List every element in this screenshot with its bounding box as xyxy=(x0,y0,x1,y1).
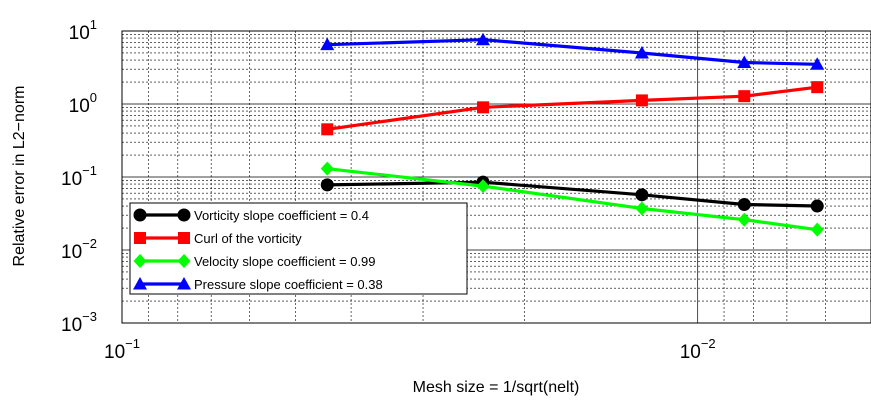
y-tick-base: 10 xyxy=(69,96,90,117)
series-3-point xyxy=(476,179,490,194)
legend-marker xyxy=(177,277,191,290)
y-tick-label: 10−3 xyxy=(61,309,97,336)
legend-label: Vorticity slope coefficient = 0.4 xyxy=(194,208,369,223)
y-tick-base: 10 xyxy=(61,242,82,263)
legend-label: Curl of the vorticity xyxy=(194,231,302,246)
series-3-point xyxy=(635,201,649,216)
y-tick-base: 10 xyxy=(61,315,82,336)
series-4-point xyxy=(737,55,752,69)
x-tick-label: 10−1 xyxy=(104,336,140,363)
y-tick-label: 10−1 xyxy=(61,163,97,190)
x-tick-exponent: −1 xyxy=(125,336,140,351)
series-4-point xyxy=(476,32,491,46)
series-3-point xyxy=(737,212,751,227)
series-4-point xyxy=(320,37,335,51)
series-2-point xyxy=(811,81,824,94)
series-4-point xyxy=(634,45,649,59)
x-tick-label: 10−2 xyxy=(680,336,716,363)
y-tick-base: 10 xyxy=(61,169,82,190)
x-tick-base: 10 xyxy=(680,342,701,363)
legend-label: Pressure slope coefficient = 0.38 xyxy=(194,277,383,292)
series-4-point xyxy=(810,57,825,70)
y-tick-base: 10 xyxy=(69,23,90,44)
series-1-point xyxy=(810,199,824,213)
legend-marker xyxy=(177,254,191,268)
y-tick-label: 100 xyxy=(69,90,97,117)
legend-marker xyxy=(178,232,190,244)
series-1-point xyxy=(635,188,649,202)
x-axis-label: Mesh size = 1/sqrt(nelt) xyxy=(413,379,580,396)
legend-marker xyxy=(133,277,147,290)
series-1-point xyxy=(737,198,751,212)
y-tick-label: 10−2 xyxy=(61,236,97,263)
plot-frame xyxy=(121,30,871,324)
series-3-point xyxy=(320,161,334,176)
x-tick-exponent: −2 xyxy=(701,336,716,351)
legend-marker xyxy=(133,254,147,268)
series-layer xyxy=(320,32,825,237)
x-tick-labels: 10−1 10−2 xyxy=(104,336,716,363)
legend: Vorticity slope coefficient = 0.4 Curl of… xyxy=(129,202,468,295)
y-tick-label: 101 xyxy=(69,17,97,44)
series-2-point xyxy=(321,123,334,136)
x-tick-base: 10 xyxy=(104,342,125,363)
series-2-point xyxy=(635,94,648,107)
legend-marker xyxy=(133,208,147,222)
y-tick-exponent: −1 xyxy=(82,163,97,178)
legend-marker xyxy=(177,208,191,222)
series-1-point xyxy=(320,178,334,192)
y-tick-exponent: −2 xyxy=(82,236,97,251)
grid xyxy=(122,31,871,323)
series-2-point xyxy=(477,101,490,114)
series-3-point xyxy=(810,222,824,237)
legend-label: Velocity slope coefficient = 0.99 xyxy=(194,254,376,269)
y-tick-exponent: −3 xyxy=(82,309,97,324)
series-2-point xyxy=(738,90,751,103)
y-tick-exponent: 0 xyxy=(90,90,97,105)
y-tick-exponent: 1 xyxy=(90,17,97,32)
legend-marker xyxy=(134,232,146,244)
y-axis-label: Relative error in L2−norm xyxy=(11,86,28,267)
